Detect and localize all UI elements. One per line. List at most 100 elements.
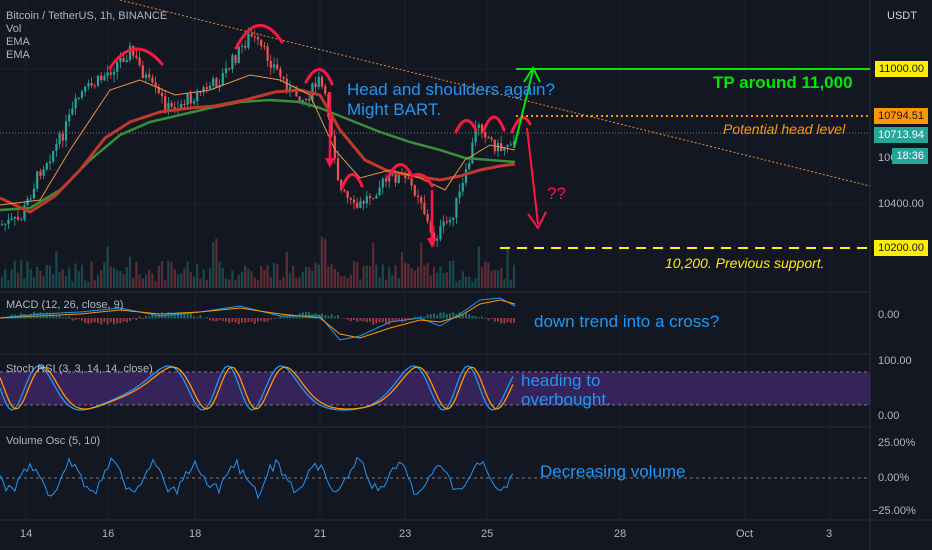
- volume-bar: [7, 280, 10, 288]
- macd-hist-bar: [129, 318, 131, 321]
- macd-hist-bar: [132, 318, 135, 320]
- volume-bar: [231, 270, 234, 288]
- volume-bar: [250, 271, 253, 288]
- volosc-legend[interactable]: Volume Osc (5, 10): [6, 435, 101, 447]
- time-tick-18: 18: [189, 528, 202, 540]
- time-tick-14: 14: [20, 528, 33, 540]
- macd-legend[interactable]: MACD (12, 26, close, 9): [6, 299, 124, 311]
- volume-bar: [474, 278, 477, 288]
- candle-body: [116, 61, 119, 72]
- volume-bar: [490, 270, 493, 288]
- volume-bar: [295, 277, 298, 288]
- volume-bar: [413, 270, 416, 288]
- volume-bar: [10, 269, 13, 288]
- volume-bar: [144, 274, 148, 288]
- macd-hist-bar: [93, 318, 96, 323]
- candle-body: [224, 68, 228, 74]
- candle-body: [269, 61, 272, 68]
- volume-bar: [13, 260, 16, 288]
- price-tag-head: 10794.51: [874, 108, 928, 124]
- stoch-legend[interactable]: Stoch RSI (3, 3, 14, 14, close): [6, 363, 153, 375]
- volume-bar: [272, 262, 276, 288]
- candle-body: [480, 124, 484, 133]
- candle-body: [164, 96, 167, 111]
- volume-bar: [368, 266, 372, 288]
- candle-body: [68, 114, 71, 122]
- candle-body: [416, 195, 420, 198]
- candle-body: [215, 78, 218, 88]
- volume-bar: [212, 242, 215, 288]
- macd-hist-bar: [481, 316, 483, 319]
- macd-hist-bar: [401, 318, 403, 323]
- macd-hist-bar: [74, 318, 77, 321]
- volume-bars: [0, 236, 516, 288]
- volume-bar: [240, 271, 244, 288]
- macd-hist-bar: [385, 318, 387, 324]
- ema-slow-line: [0, 98, 516, 212]
- macd-hist-bar: [365, 318, 368, 323]
- volosc-axis-0: 0.00%: [878, 472, 910, 484]
- time-tick-28: 28: [614, 528, 627, 540]
- macd-hist-bar: [356, 318, 359, 322]
- volume-bar: [208, 268, 212, 288]
- macd-hist-bar: [378, 318, 381, 323]
- indicator-ema-2[interactable]: EMA: [6, 49, 30, 61]
- volume-bar: [103, 262, 106, 288]
- macd-hist-bar: [484, 318, 487, 319]
- candle-body: [45, 163, 48, 170]
- candle-body: [410, 178, 413, 186]
- volume-bar: [164, 280, 167, 288]
- macd-hist-bar: [452, 312, 455, 319]
- macd-hist-bar: [461, 314, 464, 319]
- time-tick-21: 21: [314, 528, 327, 540]
- symbol-title[interactable]: Bitcoin / TetherUS, 1h, BINANCE: [6, 10, 168, 22]
- candle-body: [151, 77, 154, 83]
- volume-bar: [487, 262, 490, 288]
- stoch-annotation: heading to overbought.: [521, 371, 611, 409]
- candle-body: [349, 197, 352, 200]
- macd-hist-bar: [423, 316, 426, 319]
- volume-bar: [93, 280, 96, 288]
- macd-hist-bar: [103, 318, 106, 323]
- candle-body: [160, 92, 164, 97]
- macd-hist-bar: [509, 318, 512, 323]
- candle-body: [471, 142, 474, 164]
- volume-bar: [167, 260, 170, 288]
- macd-hist-bar: [10, 314, 13, 319]
- macd-hist-bar: [193, 316, 195, 319]
- macd-hist-bar: [276, 317, 279, 319]
- volume-bar: [503, 278, 506, 288]
- volume-osc-line: [0, 456, 514, 500]
- volume-bar: [109, 266, 112, 288]
- macd-hist-bar: [151, 313, 154, 319]
- volume-bar: [183, 268, 186, 288]
- macd-hist-bar: [100, 318, 103, 325]
- candle-body: [468, 163, 471, 170]
- volume-bar: [26, 261, 29, 288]
- macd-histogram: [1, 311, 515, 325]
- macd-hist-bar: [177, 311, 179, 319]
- indicator-ema-1[interactable]: EMA: [6, 36, 30, 48]
- price-tag-support: 10200.00: [874, 240, 928, 256]
- candle-body: [260, 39, 263, 46]
- support-annotation: 10,200. Previous support.: [665, 255, 825, 271]
- volume-bar: [311, 270, 314, 288]
- macd-hist-bar: [359, 318, 362, 321]
- volume-bar: [336, 271, 340, 288]
- volume-bar: [404, 262, 407, 288]
- candle-body: [448, 219, 452, 223]
- down-arrow: [526, 127, 539, 225]
- candle-body: [23, 205, 26, 220]
- macd-hist-bar: [257, 318, 259, 322]
- macd-hist-bar: [417, 316, 419, 319]
- macd-hist-bar: [17, 315, 19, 319]
- candle-body: [445, 221, 448, 223]
- candle-body: [247, 33, 250, 48]
- macd-hist-bar: [84, 318, 87, 324]
- macd-hist-bar: [375, 318, 378, 324]
- macd-hist-bar: [39, 312, 42, 319]
- volume-bar: [176, 274, 180, 288]
- candle-body: [55, 143, 58, 151]
- macd-hist-bar: [13, 314, 16, 319]
- indicator-vol[interactable]: Vol: [6, 23, 22, 35]
